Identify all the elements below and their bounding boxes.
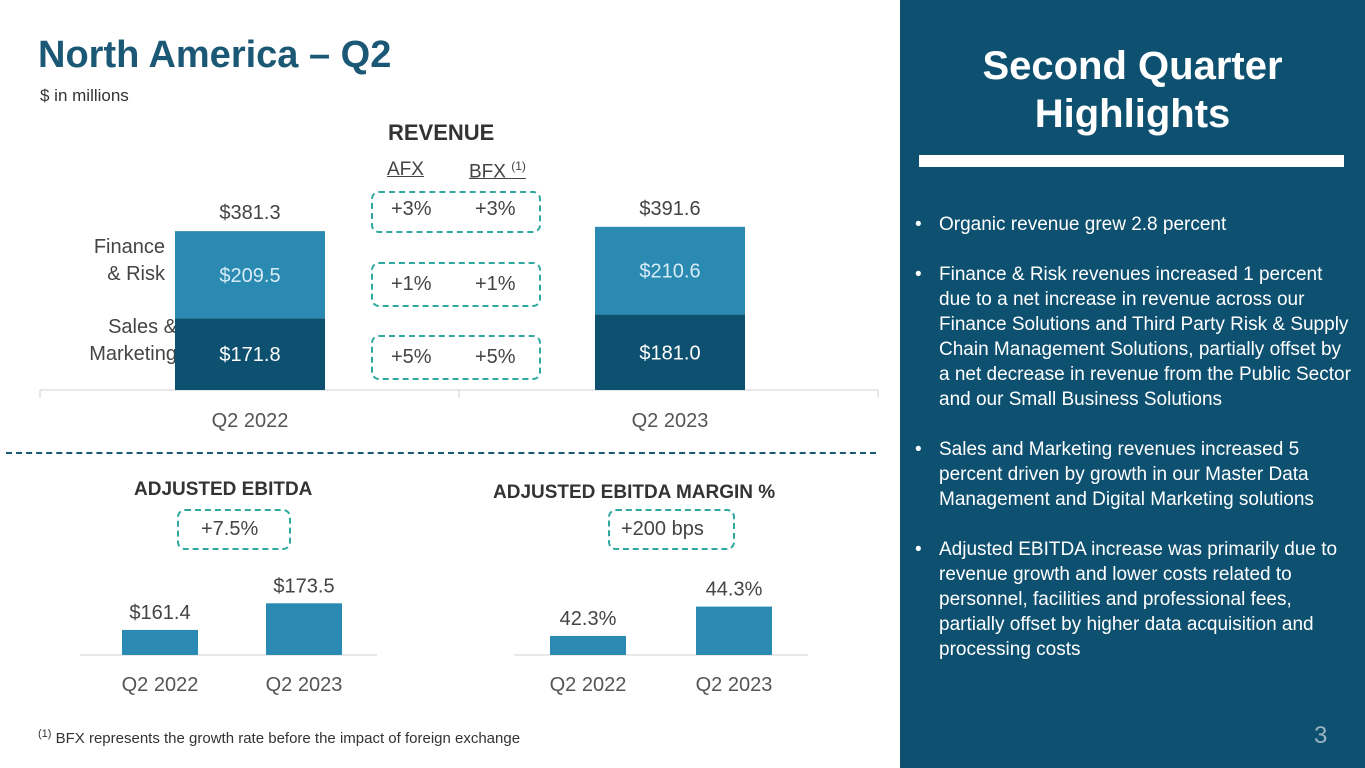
section-divider [6,452,876,454]
data-label: 42.3% [560,608,617,630]
x-tick-label: Q2 2023 [696,674,773,696]
footnote-text: BFX represents the growth rate before th… [55,730,521,747]
x-tick-label: Q2 2023 [266,674,343,696]
data-label: $181.0 [639,342,700,364]
highlights-title-underline [919,155,1344,167]
revenue-title: REVENUE [388,120,495,145]
bar [550,635,626,655]
units-note: $ in millions [40,86,129,105]
sales-marketing-label: Sales & Marketing [89,316,177,365]
x-tick-label: Q2 2022 [212,410,289,432]
page-number: 3 [1314,722,1328,749]
margin-growth: +200 bps [621,518,704,540]
data-label: $210.6 [639,261,700,283]
growth-finance-bfx: +1% [475,273,516,295]
afx-header: AFX [387,159,424,180]
growth-box-total [371,191,541,233]
data-label: $173.5 [273,575,334,597]
revenue-chart: $171.8 $209.5 $381.3 Q2 2022 $181.0 $210.6 $39… [39,198,879,432]
highlight-item: Adjusted EBITDA increase was primarily d… [915,537,1355,662]
margin-growth-box [608,509,735,550]
highlight-item: Organic revenue grew 2.8 percent [915,212,1355,237]
footnote-marker: (1) [38,728,52,740]
bfx-header-label: BFX [469,161,506,183]
data-label: $209.5 [219,265,280,287]
highlight-item: Finance & Risk revenues increased 1 perc… [915,262,1355,412]
ebitda-growth: +7.5% [201,518,259,540]
growth-sales-bfx: +5% [475,346,516,368]
bfx-footnote-marker: (1) [511,159,526,173]
bar-sales-marketing [175,318,325,390]
ebitda-title: ADJUSTED EBITDA [134,479,313,500]
bfx-header: BFX (1) [469,159,526,183]
page-title: North America – Q2 [38,34,392,76]
data-label: $161.4 [129,602,190,624]
x-tick-label: Q2 2022 [122,674,199,696]
bar [266,603,342,655]
growth-sales-afx: +5% [391,346,432,368]
x-tick-label: Q2 2022 [550,674,627,696]
margin-title: ADJUSTED EBITDA MARGIN % [493,482,776,503]
margin-chart: 42.3% Q2 2022 44.3% Q2 2023 [514,579,808,696]
highlights-list: Organic revenue grew 2.8 percent Finance… [915,212,1355,687]
total-label: $391.6 [639,198,700,220]
highlight-item: Sales and Marketing revenues increased 5… [915,437,1355,512]
bar-sales-marketing [595,314,745,390]
finance-risk-label: Finance & Risk [93,236,165,285]
ebitda-chart: $161.4 Q2 2022 $173.5 Q2 2023 [80,575,377,696]
total-label: $381.3 [219,202,280,224]
growth-box-finance [371,262,541,307]
footnote: (1) BFX represents the growth rate befor… [38,728,520,747]
growth-finance-afx: +1% [391,273,432,295]
ebitda-growth-box [177,509,291,550]
bar-finance-risk [595,226,745,315]
highlights-title: Second Quarter Highlights [982,44,1283,136]
growth-box-sales [371,335,541,380]
growth-total-afx: +3% [391,198,432,220]
growth-total-bfx: +3% [475,198,516,220]
data-label: 44.3% [706,579,763,601]
data-label: $171.8 [219,344,280,366]
x-tick-label: Q2 2023 [632,410,709,432]
bar [122,629,198,655]
bar [696,606,772,655]
bar-finance-risk [175,231,325,319]
